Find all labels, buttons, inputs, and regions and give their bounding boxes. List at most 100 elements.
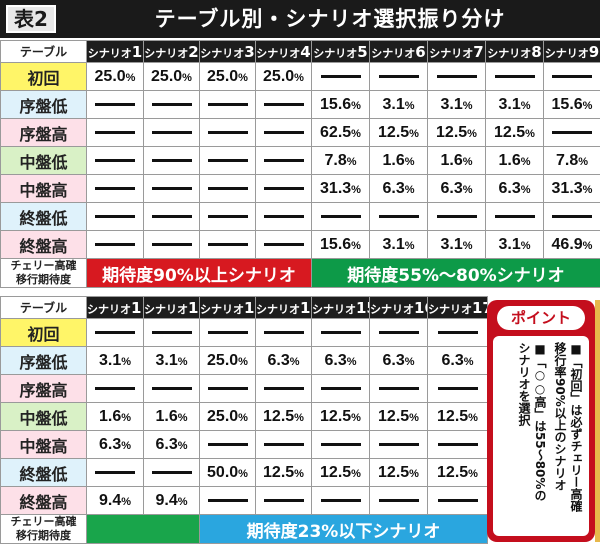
dash-mark <box>207 158 248 162</box>
expectation-label-line-1: チェリー高確 <box>10 259 77 273</box>
row-label: 中盤低 <box>0 146 87 175</box>
cell-value: 12.5 <box>494 123 526 141</box>
cell-unit: % <box>346 355 357 368</box>
cell-unit: % <box>351 127 361 140</box>
table-cell <box>543 202 600 231</box>
table-cell: 25.0% <box>199 62 256 91</box>
scenario-prefix: シナリオ <box>487 46 532 60</box>
scenario-table-1: テーブル シナリオ1 シナリオ2 シナリオ3 シナリオ4 シナリオ5 シナリオ6 シナリオ7 シ… <box>0 40 600 288</box>
scenario-prefix: シナリオ <box>370 302 415 316</box>
table-cell: 25.0% <box>143 62 200 91</box>
cell-value: 6.3 <box>98 435 122 453</box>
scenario-prefix: シナリオ <box>144 46 189 60</box>
table-cell <box>311 318 370 347</box>
expectation-label: チェリー高確 移行期待度 <box>0 258 87 288</box>
table-cell <box>255 174 312 203</box>
table-cell: 12.5% <box>427 402 488 431</box>
row-label: 終盤高 <box>0 486 87 515</box>
table-cell: 46.9% <box>543 230 600 259</box>
scenario-column-header: シナリオ4 <box>255 40 312 63</box>
table-cell: 12.5% <box>255 402 312 431</box>
table-cell: 6.3% <box>143 430 200 459</box>
scenario-number: 1 <box>131 42 143 61</box>
cell-value: 46.9 <box>551 235 583 253</box>
table-cell: 3.1% <box>485 230 544 259</box>
table-cell <box>199 486 256 515</box>
point-box: ポイント ■「初回」は必ずチェリー高確 移行率90%以上のシナリオ ■「○○高」… <box>487 300 595 542</box>
scenario-number: 14 <box>300 298 311 317</box>
table-number-tag: 表2 <box>6 5 56 33</box>
title-bar: 表2 テーブル別・シナリオ選択振り分け <box>0 0 600 38</box>
expectation-label-line-2: 移行期待度 <box>16 273 71 286</box>
dash-mark <box>437 442 478 446</box>
expectation-band-low: 期待度23%以下シナリオ <box>199 514 488 544</box>
expectation-label-line-1: チェリー高確 <box>10 515 77 529</box>
cell-unit: % <box>520 183 531 196</box>
dash-mark <box>95 242 135 246</box>
dash-mark <box>95 386 135 390</box>
table-cell: 25.0% <box>255 62 312 91</box>
cell-value: 7.8 <box>555 151 579 169</box>
dash-mark <box>263 158 304 162</box>
row-label: 中盤高 <box>0 174 87 203</box>
table-cell: 31.3% <box>311 174 370 203</box>
table-cell <box>86 318 144 347</box>
cell-unit: % <box>582 99 593 112</box>
table-cell: 1.6% <box>143 402 200 431</box>
dash-mark <box>207 186 248 190</box>
table-cell: 25.0% <box>199 346 256 375</box>
point-title: ポイント <box>497 306 585 330</box>
cell-unit: % <box>238 355 248 368</box>
cell-unit: % <box>177 355 188 368</box>
dash-mark <box>378 330 419 334</box>
dash-mark <box>151 186 192 190</box>
point-line-2: 移行率90%以上のシナリオ <box>553 342 567 491</box>
cell-value: 3.1 <box>382 235 405 253</box>
dash-mark <box>207 442 248 446</box>
cell-value: 12.5 <box>378 463 410 481</box>
cell-unit: % <box>182 71 192 84</box>
cell-value: 1.6 <box>155 407 178 425</box>
dash-mark <box>151 330 192 334</box>
row-label: 序盤低 <box>0 346 87 375</box>
cell-unit: % <box>121 411 132 424</box>
table-cell: 6.3% <box>369 346 428 375</box>
scenario-prefix: シナリオ <box>200 46 245 60</box>
scenario-number: 17 <box>472 298 487 317</box>
table-cell <box>86 118 144 147</box>
table-row: 中盤高 6.3% 6.3% <box>0 430 488 459</box>
dash-mark <box>263 330 304 334</box>
table-cell: 3.1% <box>485 90 544 119</box>
dash-mark <box>151 130 192 134</box>
dash-mark <box>378 442 419 446</box>
table-cell <box>311 430 370 459</box>
table-cell: 12.5% <box>311 458 370 487</box>
table-cell: 12.5% <box>427 118 486 147</box>
expectation-band-mid: 期待度55%〜80%シナリオ <box>311 258 600 288</box>
cell-unit: % <box>351 183 361 196</box>
table-row: 中盤低 1.6% 1.6% 25.0% 12.5% 12.5% 12.5% 12.5% <box>0 402 488 431</box>
table-row: 終盤低 <box>0 202 600 231</box>
cell-value: 6.3 <box>382 179 405 197</box>
table-cell <box>86 374 144 403</box>
table-cell <box>143 202 200 231</box>
row-label: 終盤低 <box>0 458 87 487</box>
table-cell <box>255 118 312 147</box>
table-cell <box>369 202 428 231</box>
table-cell <box>86 202 144 231</box>
cell-unit: % <box>582 183 593 196</box>
table-cell: 3.1% <box>427 90 486 119</box>
table-row: 終盤高 15.6% 3.1% 3.1% 3.1% 46.9% <box>0 230 600 259</box>
table-cell <box>369 62 428 91</box>
scenario-column-header: シナリオ7 <box>427 40 486 63</box>
cell-value: 6.3 <box>382 351 405 369</box>
table-cell <box>427 62 486 91</box>
cell-unit: % <box>404 355 415 368</box>
dash-mark <box>320 498 361 502</box>
scenario-number: 13 <box>244 298 255 317</box>
cell-value: 31.3 <box>551 179 583 197</box>
expectation-label: チェリー高確 移行期待度 <box>0 514 87 544</box>
scenario-number: 16 <box>414 298 427 317</box>
point-body: ■「初回」は必ずチェリー高確 移行率90%以上のシナリオ ■「○○高」は55〜8… <box>493 336 589 536</box>
table-cell <box>199 118 256 147</box>
